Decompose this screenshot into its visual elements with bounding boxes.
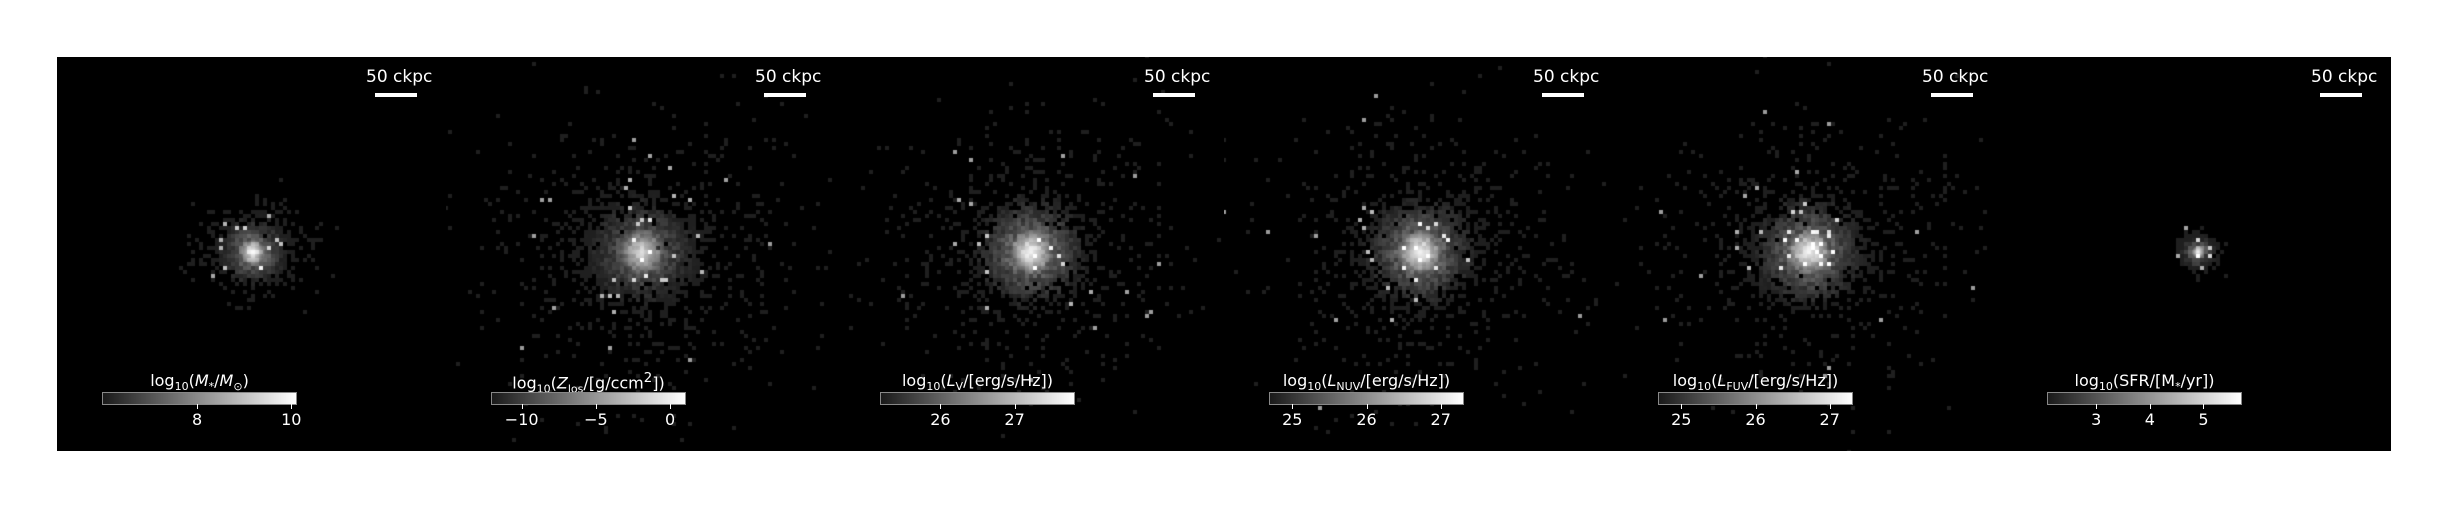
scale-bar-label: 50 ckpc <box>2311 67 2378 87</box>
scale-bar-line <box>1931 93 1973 97</box>
colorbar-tick-label: 0 <box>665 410 676 429</box>
scale-bar-line <box>1153 93 1195 97</box>
colorbar-gradient <box>880 392 1075 405</box>
scale-bar: 50 ckpc <box>2311 67 2378 97</box>
scale-bar-line <box>375 93 417 97</box>
colorbar: log10(LV/[erg/s/Hz]) 26 27 <box>880 371 1075 431</box>
colorbar-tick-label: 26 <box>930 410 951 429</box>
colorbar-tick-label: 25 <box>1671 410 1692 429</box>
scale-bar-label: 50 ckpc <box>755 67 822 87</box>
colorbar-label: log10(M*/M⊙) <box>150 371 249 394</box>
colorbar-tick-label: 4 <box>2144 410 2155 429</box>
colorbar-tick <box>1366 404 1368 409</box>
map-image <box>446 57 835 451</box>
scale-bar-label: 50 ckpc <box>1144 67 1211 87</box>
scale-bar-label: 50 ckpc <box>1533 67 1600 87</box>
map-panel-star-formation-rate: 50 ckpc log10(SFR/[M*/yr]) 3 4 5 <box>2002 57 2391 451</box>
colorbar-tick <box>2096 404 2098 409</box>
colorbar-label: log10(LFUV/[erg/s/Hz]) <box>1672 371 1839 394</box>
colorbar-tick-label: −10 <box>504 410 539 429</box>
colorbar-tick-label: 3 <box>2091 410 2102 429</box>
scale-bar-label: 50 ckpc <box>1922 67 1989 87</box>
map-image <box>835 57 1224 451</box>
colorbar-tick <box>1440 404 1442 409</box>
colorbar-tick <box>1014 404 1016 409</box>
map-strip: 50 ckpc log10(M*/M⊙) 8 10 50 ckpc log10(Zlos/… <box>57 57 2391 451</box>
colorbar-label: log10(SFR/[M*/yr]) <box>2074 371 2215 394</box>
scale-bar-line <box>764 93 806 97</box>
map-panel-fuv-luminosity: 50 ckpc log10(LFUV/[erg/s/Hz]) 25 26 27 <box>1613 57 2002 451</box>
scale-bar-label: 50 ckpc <box>366 67 433 87</box>
colorbar-tick <box>291 404 293 409</box>
colorbar-tick-label: 27 <box>1430 410 1451 429</box>
scale-bar: 50 ckpc <box>1533 67 1600 97</box>
colorbar-tick-label: 26 <box>1356 410 1377 429</box>
map-panel-v-band-luminosity: 50 ckpc log10(LV/[erg/s/Hz]) 26 27 <box>835 57 1224 451</box>
colorbar-tick-label: 10 <box>281 410 302 429</box>
map-panel-nuv-luminosity: 50 ckpc log10(LNUV/[erg/s/Hz]) 25 26 27 <box>1224 57 1613 451</box>
colorbar: log10(Zlos/[g/ccm2]) −10 −5 0 <box>491 371 686 431</box>
colorbar-tick-label: −5 <box>584 410 608 429</box>
map-image <box>2002 57 2391 451</box>
colorbar-tick <box>197 404 199 409</box>
scale-bar: 50 ckpc <box>755 67 822 97</box>
colorbar: log10(LFUV/[erg/s/Hz]) 25 26 27 <box>1658 371 1853 431</box>
colorbar: log10(LNUV/[erg/s/Hz]) 25 26 27 <box>1269 371 1464 431</box>
scale-bar-line <box>2320 93 2362 97</box>
colorbar-tick <box>940 404 942 409</box>
scale-bar: 50 ckpc <box>1144 67 1211 97</box>
colorbar-tick-label: 25 <box>1282 410 1303 429</box>
colorbar-tick-label: 8 <box>192 410 203 429</box>
colorbar-tick <box>670 404 672 409</box>
scale-bar: 50 ckpc <box>1922 67 1989 97</box>
map-image <box>1613 57 2002 451</box>
colorbar-tick-label: 27 <box>1004 410 1025 429</box>
colorbar-tick <box>1755 404 1757 409</box>
scale-bar: 50 ckpc <box>366 67 433 97</box>
colorbar-tick-label: 5 <box>2198 410 2209 429</box>
colorbar-tick-label: 26 <box>1745 410 1766 429</box>
colorbar-tick <box>595 404 597 409</box>
colorbar-gradient <box>2047 392 2242 405</box>
colorbar-tick <box>521 404 523 409</box>
scale-bar-line <box>1542 93 1584 97</box>
colorbar-tick <box>1829 404 1831 409</box>
colorbar-gradient <box>102 392 297 405</box>
colorbar-tick <box>2203 404 2205 409</box>
colorbar: log10(SFR/[M*/yr]) 3 4 5 <box>2047 371 2242 431</box>
map-panel-stellar-mass: 50 ckpc log10(M*/M⊙) 8 10 <box>57 57 446 451</box>
colorbar-tick <box>1681 404 1683 409</box>
map-image <box>1224 57 1613 451</box>
colorbar-tick <box>2149 404 2151 409</box>
map-panel-metallicity: 50 ckpc log10(Zlos/[g/ccm2]) −10 −5 0 <box>446 57 835 451</box>
colorbar: log10(M*/M⊙) 8 10 <box>102 371 301 431</box>
colorbar-tick-label: 27 <box>1819 410 1840 429</box>
colorbar-gradient <box>491 392 686 405</box>
colorbar-label: log10(LV/[erg/s/Hz]) <box>901 371 1054 394</box>
colorbar-tick <box>1292 404 1294 409</box>
map-image <box>57 57 446 451</box>
colorbar-label: log10(LNUV/[erg/s/Hz]) <box>1282 371 1451 394</box>
